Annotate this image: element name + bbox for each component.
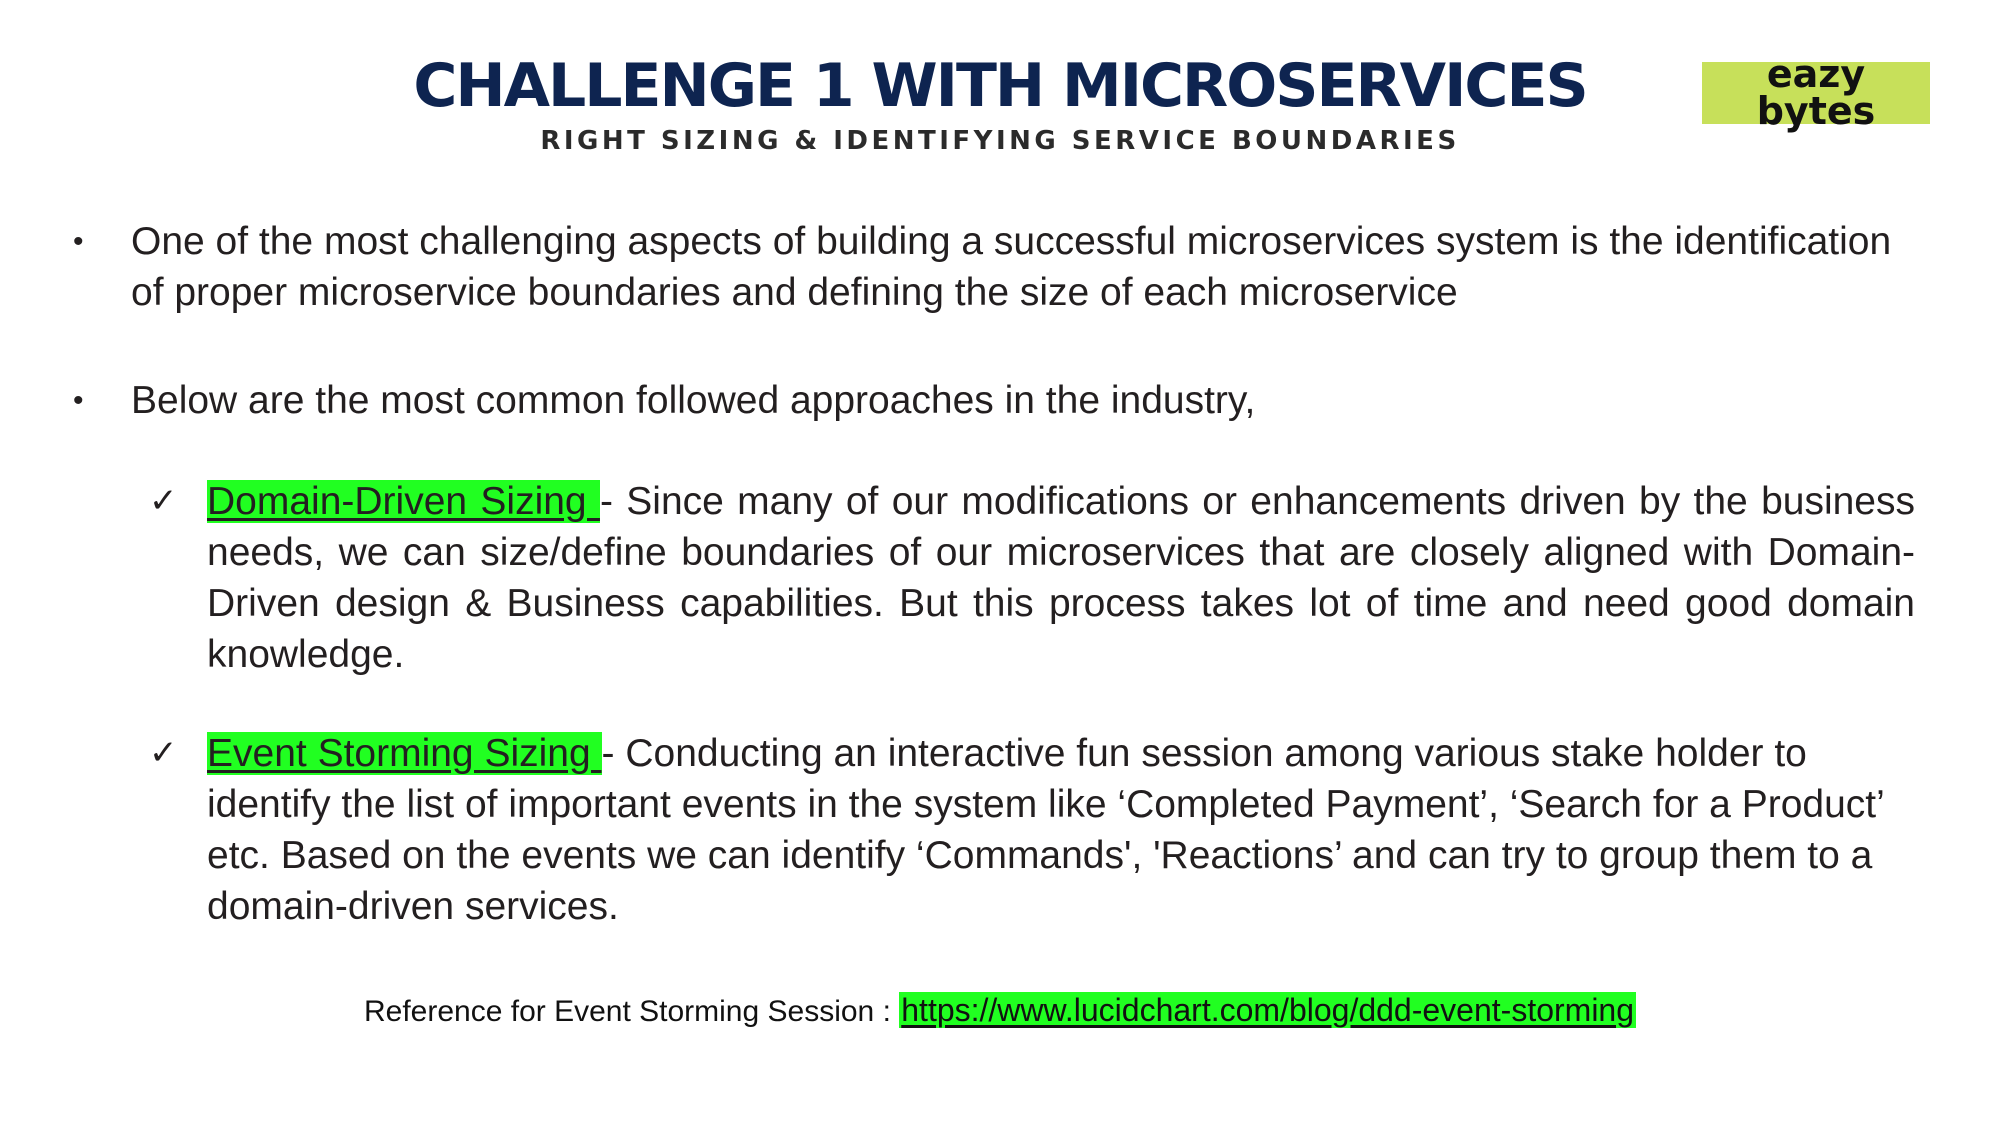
approach-description: - Since many of our modifications or enh… <box>207 480 1916 676</box>
slide-title: CHALLENGE 1 WITH MICROSERVICES <box>413 51 1588 121</box>
approach-name-highlight: Domain-Driven Sizing <box>207 480 600 523</box>
checkmark-icon: ✓ <box>149 733 178 773</box>
approach-domain-driven-sizing: ✓ Domain-Driven Sizing - Since many of o… <box>149 476 1916 680</box>
reference-line: Reference for Event Storming Session : h… <box>0 988 2000 1034</box>
reference-link[interactable]: https://www.lucidchart.com/blog/ddd-even… <box>899 992 1637 1028</box>
slide-subtitle: RIGHT SIZING & IDENTIFYING SERVICE BOUND… <box>540 126 1460 156</box>
bullet-point-1: • One of the most challenging aspects of… <box>73 216 1931 318</box>
logo-line-1: eazy <box>1766 52 1866 96</box>
approach-name-highlight: Event Storming Sizing <box>207 732 602 775</box>
approach-description: - Conducting an interactive fun session … <box>207 732 1884 928</box>
bullet-point-2: • Below are the most common followed app… <box>73 375 1931 426</box>
bullet-text-1: One of the most challenging aspects of b… <box>131 220 1892 314</box>
eazybytes-logo: eazy bytes <box>1702 52 1930 133</box>
eazybytes-logo-background <box>1702 62 1930 124</box>
bullet-text-2: Below are the most common followed appro… <box>131 379 1256 422</box>
checkmark-icon: ✓ <box>149 481 178 521</box>
bullet-dot-icon: • <box>73 384 84 417</box>
approach-event-storming-sizing: ✓ Event Storming Sizing - Conducting an … <box>149 728 1915 932</box>
reference-label: Reference for Event Storming Session : <box>363 995 891 1028</box>
bullet-dot-icon: • <box>73 225 84 258</box>
logo-line-2: bytes <box>1756 89 1876 133</box>
